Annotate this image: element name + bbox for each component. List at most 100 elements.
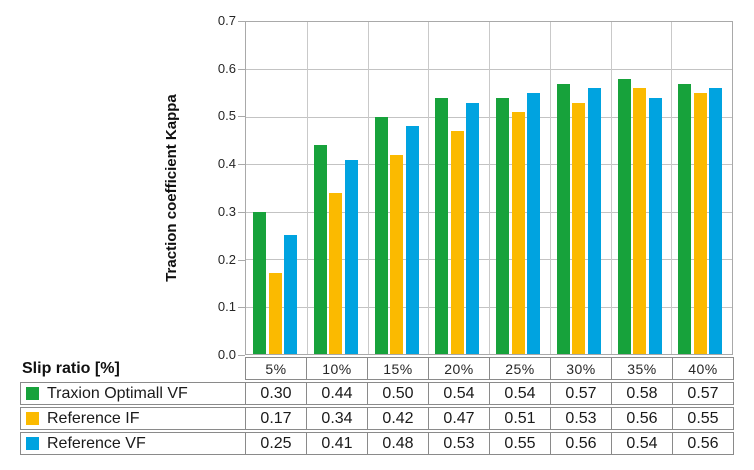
value-cell: 0.56 bbox=[611, 408, 672, 429]
column-headers: 5% 10% 15% 20% 25% 30% 35% 40% bbox=[245, 357, 734, 380]
value-cell: 0.50 bbox=[367, 383, 428, 404]
bar bbox=[253, 211, 266, 354]
series-name: Reference IF bbox=[47, 409, 140, 427]
value-cell: 0.41 bbox=[306, 433, 367, 454]
series-values: 0.25 0.41 0.48 0.53 0.55 0.56 0.54 0.56 bbox=[246, 433, 733, 454]
series-values: 0.17 0.34 0.42 0.47 0.51 0.53 0.56 0.55 bbox=[246, 408, 733, 429]
series-legend: Reference VF bbox=[21, 433, 246, 454]
value-cell: 0.17 bbox=[260, 409, 292, 427]
y-tick-label: 0.3 bbox=[217, 203, 236, 219]
bar bbox=[633, 88, 646, 354]
column-header-cell: 10% bbox=[306, 358, 367, 379]
bar bbox=[329, 192, 343, 354]
bar-group-20% bbox=[428, 22, 489, 354]
bar bbox=[344, 159, 358, 354]
gridline-vertical bbox=[367, 22, 369, 354]
y-tick-mark bbox=[238, 21, 245, 22]
bar bbox=[572, 102, 586, 354]
series-row-reference-vf: Reference VF 0.25 0.41 0.48 0.53 0.55 0.… bbox=[20, 432, 734, 455]
column-header-cell: 35% bbox=[611, 358, 672, 379]
gridline-vertical bbox=[610, 22, 612, 354]
y-tick-label: 0.6 bbox=[217, 60, 236, 76]
y-tick-label: 0.5 bbox=[217, 108, 236, 124]
value-cell: 0.25 bbox=[260, 434, 292, 452]
value-cell: 0.56 bbox=[550, 433, 611, 454]
y-tick-mark bbox=[238, 116, 245, 118]
gridline-vertical bbox=[428, 22, 430, 354]
y-tick-label: 0.2 bbox=[217, 251, 236, 267]
column-header-cell: 15% bbox=[367, 358, 428, 379]
series-legend: Reference IF bbox=[21, 408, 246, 429]
bar bbox=[587, 88, 601, 354]
bar-group-25% bbox=[489, 22, 550, 354]
value-cell: 0.51 bbox=[489, 408, 550, 429]
bar bbox=[527, 93, 540, 354]
slip-ratio-label: Slip ratio [%] bbox=[22, 359, 120, 377]
value-cell: 0.54 bbox=[611, 433, 672, 454]
series-row-reference-if: Reference IF 0.17 0.34 0.42 0.47 0.51 0.… bbox=[20, 407, 734, 430]
y-tick-mark bbox=[238, 307, 245, 309]
bar-group-30% bbox=[550, 22, 611, 354]
value-cell: 0.47 bbox=[428, 408, 489, 429]
value-cell: 0.57 bbox=[550, 383, 611, 404]
y-tick-label: 0.1 bbox=[217, 299, 236, 315]
series-swatch-orange bbox=[26, 412, 39, 425]
y-tick-label: 0.0 bbox=[217, 347, 236, 362]
bar bbox=[466, 102, 480, 354]
value-cell: 0.58 bbox=[611, 383, 672, 404]
gridline-vertical bbox=[671, 22, 673, 354]
bar bbox=[709, 88, 723, 354]
column-header-cell: 25% bbox=[489, 358, 550, 379]
series-swatch-green bbox=[26, 387, 39, 400]
bar bbox=[268, 273, 282, 354]
value-cell: 0.57 bbox=[672, 383, 733, 404]
series-name: Traxion Optimall VF bbox=[47, 384, 188, 402]
gridline-vertical bbox=[549, 22, 551, 354]
bar bbox=[617, 78, 631, 354]
value-cell: 0.34 bbox=[306, 408, 367, 429]
y-tick-mark bbox=[238, 259, 245, 261]
bar bbox=[511, 112, 525, 354]
bar bbox=[556, 83, 570, 354]
plot-area bbox=[245, 21, 733, 355]
bar bbox=[374, 116, 388, 354]
bar bbox=[405, 126, 419, 354]
bar bbox=[693, 93, 707, 354]
bar bbox=[496, 97, 509, 354]
series-swatch-blue bbox=[26, 437, 39, 450]
y-tick-mark bbox=[238, 355, 245, 356]
bar-group-10% bbox=[307, 22, 368, 354]
bar-group-15% bbox=[368, 22, 429, 354]
series-values: 0.30 0.44 0.50 0.54 0.54 0.57 0.58 0.57 bbox=[246, 383, 733, 404]
y-axis-title: Traction coefficient Kappa bbox=[163, 94, 180, 282]
series-row-traxion-optimall-vf: Traxion Optimall VF 0.30 0.44 0.50 0.54 … bbox=[20, 382, 734, 405]
y-tick-label: 0.4 bbox=[217, 156, 236, 172]
value-cell: 0.42 bbox=[367, 408, 428, 429]
bar-groups bbox=[246, 22, 732, 354]
value-cell: 0.55 bbox=[672, 408, 733, 429]
bar bbox=[678, 83, 692, 354]
y-tick-label: 0.7 bbox=[217, 13, 236, 28]
value-cell: 0.53 bbox=[550, 408, 611, 429]
gridline-vertical bbox=[306, 22, 308, 354]
column-header-cell: 30% bbox=[550, 358, 611, 379]
bar bbox=[450, 131, 464, 354]
data-table: Slip ratio [%] 5% 10% 15% 20% 25% 30% 35… bbox=[20, 357, 734, 457]
bar bbox=[313, 145, 327, 354]
value-cell: 0.44 bbox=[306, 383, 367, 404]
bar bbox=[648, 97, 662, 354]
table-header-row: Slip ratio [%] 5% 10% 15% 20% 25% 30% 35… bbox=[20, 357, 734, 380]
y-tick-mark bbox=[238, 211, 245, 213]
bar bbox=[284, 235, 297, 354]
value-cell: 0.54 bbox=[428, 383, 489, 404]
series-name: Reference VF bbox=[47, 434, 146, 452]
bar bbox=[435, 97, 449, 354]
bar-group-40% bbox=[671, 22, 732, 354]
column-header-cell: 5% bbox=[265, 360, 287, 377]
value-cell: 0.54 bbox=[489, 383, 550, 404]
column-header-cell: 20% bbox=[428, 358, 489, 379]
value-cell: 0.48 bbox=[367, 433, 428, 454]
bar bbox=[390, 154, 403, 354]
column-header-cell: 40% bbox=[672, 358, 733, 379]
